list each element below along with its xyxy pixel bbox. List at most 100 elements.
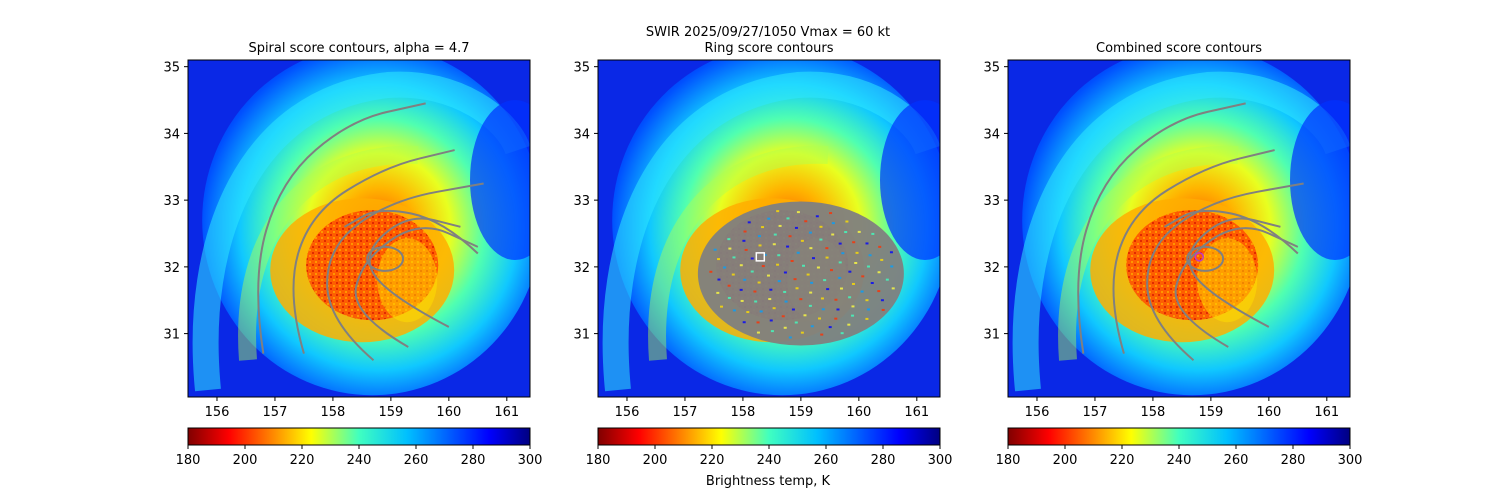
ring-contour-fleck <box>783 271 787 274</box>
ring-contour-fleck <box>890 265 894 268</box>
colorbar-tick-label: 240 <box>757 453 782 468</box>
ring-contour-fleck <box>713 248 717 251</box>
ring-contour-fleck <box>743 278 747 281</box>
axes-frame <box>597 59 941 398</box>
axes-frame <box>1007 59 1351 398</box>
x-tick-label: 159 <box>1198 405 1223 420</box>
rain-band <box>1012 71 1350 392</box>
ring-contour-fleck <box>766 274 770 277</box>
ring-contour-fleck <box>840 332 844 335</box>
spiral-contour <box>1188 217 1281 328</box>
y-tick-label: 35 <box>573 61 590 76</box>
colorbar-tick-label: 300 <box>928 453 953 468</box>
colorbar-tick-label: 180 <box>586 453 611 468</box>
y-tick-label: 33 <box>983 194 1000 209</box>
ring-contour-fleck <box>709 270 713 273</box>
ring-contour-fleck <box>867 265 871 268</box>
suptitle: SWIR 2025/09/27/1050 Vmax = 60 kt <box>646 25 890 40</box>
ring-contour-fleck <box>825 256 829 259</box>
ring-contour-fleck <box>825 247 829 250</box>
ring-contour-fleck <box>845 220 849 223</box>
ring-contour-fleck <box>815 215 819 218</box>
y-tick-label: 32 <box>983 261 1000 276</box>
ring-contour-fleck <box>790 259 794 262</box>
ring-contour-fleck <box>757 235 761 238</box>
x-tick-label: 160 <box>846 405 871 420</box>
ring-contour-fleck <box>727 284 731 287</box>
ring-contour-fleck <box>865 317 869 320</box>
ring-contour-fleck <box>841 252 845 255</box>
y-tick-label: 31 <box>573 328 590 343</box>
ring-contour-fleck <box>742 321 746 324</box>
ring-contour-fleck <box>786 217 790 220</box>
rain-band <box>1058 145 1239 361</box>
ring-contour-fleck <box>828 326 832 329</box>
spiral-contour <box>1112 149 1275 354</box>
spiral-contour <box>326 182 484 362</box>
ring-contour-fleck <box>796 251 800 254</box>
colorbar-tick-label: 260 <box>404 453 429 468</box>
ring-contour-fleck <box>860 290 864 293</box>
colorbar-tick-label: 280 <box>871 453 896 468</box>
ring-contour-fleck <box>821 308 825 311</box>
ring-contour-fleck <box>795 287 799 290</box>
ring-contour-fleck <box>803 314 807 317</box>
ring-contour-fleck <box>877 271 881 274</box>
spiral-contour <box>344 209 479 255</box>
ring-contour-fleck <box>831 222 835 225</box>
brightness-temp-image <box>1008 60 1350 397</box>
ring-contour-fleck <box>871 232 875 235</box>
ring-contour-fleck <box>866 308 870 311</box>
ring-contour-fleck <box>781 315 785 318</box>
ring-contour-fleck <box>851 314 855 317</box>
ring-contour-fleck <box>838 276 842 279</box>
ring-contour-fleck <box>816 266 820 269</box>
ring-contour-fleck <box>750 257 754 260</box>
ring-contour-fleck <box>880 299 884 302</box>
y-tick-label: 34 <box>983 127 1000 142</box>
panel-1: Spiral score contours, alpha = 4.7 156 157… <box>163 41 543 468</box>
spiral-contour <box>257 102 426 354</box>
colorbar-tick-label: 180 <box>176 453 201 468</box>
x-tick-label: 158 <box>731 405 756 420</box>
ring-contour-fleck <box>810 325 814 328</box>
ring-contour-fleck <box>881 308 885 311</box>
ring-contour-fleck <box>768 298 772 301</box>
ring-contour-fleck <box>773 233 777 236</box>
convective-core <box>1197 238 1258 323</box>
ring-contour-fleck <box>793 278 797 281</box>
ring-contour-fleck <box>754 300 758 303</box>
ring-contour-fleck <box>818 317 822 320</box>
x-tick-label: 157 <box>673 405 698 420</box>
ring-contour-fleck <box>820 297 824 300</box>
ring-contour-fleck <box>889 251 893 254</box>
ring-contour-fleck <box>855 251 859 254</box>
ring-contour-fleck <box>777 254 781 257</box>
colorbar <box>187 427 531 446</box>
y-tick-label: 33 <box>163 194 180 209</box>
colorbar-tick-label: 300 <box>518 453 543 468</box>
y-tick-label: 31 <box>983 328 1000 343</box>
spiral-contour <box>1077 102 1246 354</box>
colorbar-tick-label: 200 <box>233 453 258 468</box>
ring-contour-fleck <box>750 270 754 273</box>
ring-contour-fleck <box>834 317 838 320</box>
x-tick-label: 156 <box>205 405 230 420</box>
ring-contour-fleck <box>743 230 747 233</box>
ring-contour-fleck <box>826 288 830 291</box>
ring-contour-fleck <box>857 230 861 233</box>
y-tick-label: 34 <box>163 127 180 142</box>
ring-contour-fleck <box>772 243 776 246</box>
colorbar-tick-label: 220 <box>290 453 315 468</box>
spiral-contour <box>1146 182 1304 362</box>
ring-contour-fleck <box>847 323 851 326</box>
ring-contour-fleck <box>829 212 833 215</box>
ring-contour-fleck <box>820 333 824 336</box>
ring-contour-field <box>697 201 904 346</box>
y-tick-label: 33 <box>573 194 590 209</box>
ring-contour-fleck <box>739 288 743 291</box>
ring-contour-fleck <box>800 331 804 334</box>
ring-contour-fleck <box>720 305 724 308</box>
colorbar-tick-label: 220 <box>700 453 725 468</box>
